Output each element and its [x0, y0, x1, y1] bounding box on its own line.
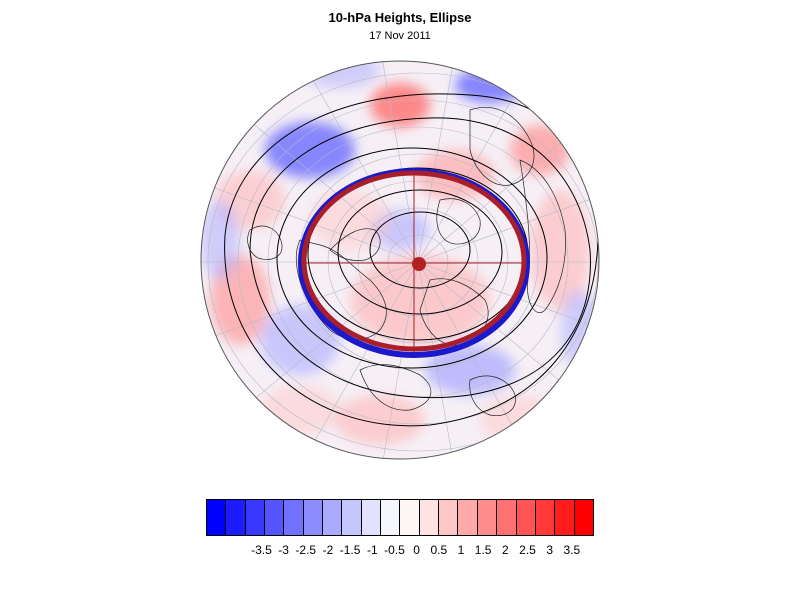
colorbar-tick-label: 2.5: [519, 543, 536, 557]
map-date: 17 Nov 2011: [369, 30, 431, 42]
anomaly-patch: [201, 200, 240, 280]
colorbar-swatch: [245, 500, 266, 535]
meridian-line: [372, 61, 419, 263]
colorbar-tick-label: -2: [322, 543, 334, 557]
colorbar-tick-label: 3.5: [563, 543, 581, 557]
colorbar-tick-label: 1: [457, 543, 465, 557]
meridian-line: [417, 261, 599, 352]
colorbar-swatch: [516, 500, 536, 535]
anomaly-patch: [480, 395, 560, 445]
colorbar-swatch: [458, 500, 478, 535]
colorbar-swatch: [207, 500, 227, 535]
colorbar-tick-label: 1.5: [474, 543, 492, 557]
anomaly-patch: [335, 395, 425, 445]
meridian-line: [417, 261, 464, 459]
anomaly-patch: [260, 305, 340, 375]
colorbar-swatch: [574, 500, 593, 535]
colorbar-tick-label: 3: [546, 543, 553, 557]
colorbar-swatch: [439, 500, 459, 535]
colorbar-swatch: [497, 500, 517, 535]
colorbar-swatch: [342, 500, 362, 535]
colorbar-swatch: [284, 500, 304, 535]
colorbar-swatch: [226, 500, 246, 535]
colorbar: [206, 499, 594, 536]
colorbar-swatch: [419, 500, 440, 535]
colorbar-swatch: [303, 500, 324, 535]
anomaly-patch: [560, 290, 599, 370]
anomaly-patch: [370, 83, 430, 127]
colorbar-tick-label: 0.5: [430, 543, 448, 557]
anomaly-field: [201, 61, 599, 459]
colorbar-swatch: [381, 500, 401, 535]
colorbar-tick-label: 2: [501, 543, 509, 557]
colorbar-swatch: [477, 500, 498, 535]
colorbar-labels: -3.5 -3 -2.5 -2 -1.5 -1 -0.5 0 0.5 1 1.5 2 2.5 3 3.5: [206, 543, 594, 561]
colorbar-tick-label: -1: [366, 543, 378, 557]
colorbar-swatch: [361, 500, 382, 535]
colorbar-swatch: [535, 500, 556, 535]
colorbar-tick-label: -1.5: [339, 543, 361, 557]
meridian-line: [417, 172, 599, 263]
colorbar-tick-label: 0: [413, 543, 420, 557]
anomaly-patch: [530, 190, 590, 310]
meridian-line: [372, 261, 419, 459]
vortex-ellipse: [298, 168, 530, 358]
colorbar-swatch: [265, 500, 285, 535]
anomaly-patch: [425, 345, 515, 395]
colorbar-tick-label: -0.5: [384, 543, 405, 557]
map-title: 10-hPa Heights, Ellipse: [328, 10, 472, 25]
colorbar-tick-label: -3.5: [251, 543, 272, 557]
colorbar-swatch: [323, 500, 343, 535]
meridian-line: [417, 61, 464, 263]
anomaly-patch: [510, 125, 570, 175]
colorbar-swatch: [400, 500, 420, 535]
globe-outline: [200, 60, 600, 460]
colorbar-tick-label: -3: [278, 543, 289, 557]
colorbar-tick-label: -2.5: [295, 543, 317, 557]
vortex-center-marker: [412, 257, 426, 271]
colorbar-swatch: [555, 500, 575, 535]
